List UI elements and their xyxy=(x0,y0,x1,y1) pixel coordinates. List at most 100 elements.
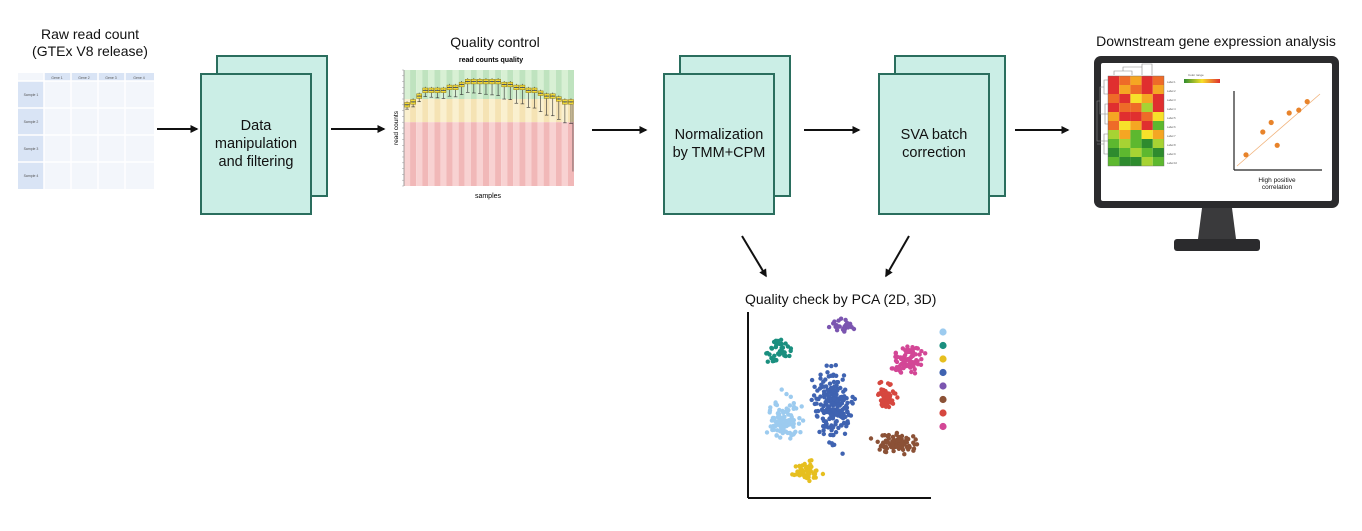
heatmap-cell xyxy=(1152,76,1164,85)
qc-mean-point xyxy=(564,101,566,103)
pca-point xyxy=(838,385,843,391)
heatmap-cell xyxy=(1108,85,1120,94)
qc-chart: read counts quality read counts samples xyxy=(393,57,574,200)
qc-band-cell xyxy=(416,99,423,123)
table-row-header: Sample 1 xyxy=(24,93,39,97)
heatmap-cell xyxy=(1119,103,1131,112)
pca-point xyxy=(828,386,834,391)
pca-point xyxy=(915,362,921,367)
color-range-label: Color range xyxy=(1188,73,1204,77)
heatmap-cell xyxy=(1119,157,1131,166)
qc-band-cell xyxy=(434,70,441,99)
pca-point xyxy=(807,467,813,472)
pca-point xyxy=(843,414,848,419)
pca-point xyxy=(875,439,880,444)
qc-band-cell xyxy=(464,122,471,186)
pca-point xyxy=(831,396,837,402)
qc-band-cell xyxy=(531,99,538,123)
pca-point xyxy=(785,423,790,428)
data-step-line2: manipulation xyxy=(214,136,298,152)
qc-band-cell xyxy=(501,99,508,123)
heatmap-cell xyxy=(1141,157,1153,166)
heatmap-dendrogram xyxy=(1096,63,1153,155)
pca-point xyxy=(836,425,841,431)
pca-point xyxy=(824,363,829,368)
qc-band-cell xyxy=(470,122,477,186)
heatmap-cell xyxy=(1141,76,1153,85)
pca-point xyxy=(818,372,823,377)
pca-point xyxy=(833,430,839,435)
qc-mean-point xyxy=(479,80,481,83)
table-col-header: Gene 1 xyxy=(51,76,63,80)
qc-band-cell xyxy=(567,122,574,186)
pca-point xyxy=(780,408,785,414)
pca-point xyxy=(777,423,782,428)
pca-point xyxy=(911,434,916,439)
qc-band-cell xyxy=(519,99,526,123)
pca-point xyxy=(768,405,773,410)
qc-mean-point xyxy=(503,83,505,86)
pca-point xyxy=(789,422,795,427)
pca-point xyxy=(781,415,786,421)
pca-point xyxy=(789,417,794,423)
heatmap-cell xyxy=(1108,112,1120,121)
arrow-sva-to-pca xyxy=(885,235,910,278)
pca-point xyxy=(811,393,817,398)
pca-point xyxy=(821,418,827,424)
qc-mean-point xyxy=(521,86,524,89)
pca-point xyxy=(881,396,886,401)
pca-point xyxy=(913,437,918,442)
pca-point xyxy=(915,346,920,351)
pca-point xyxy=(821,431,826,437)
pca-point xyxy=(814,413,820,419)
pca-point xyxy=(781,427,786,432)
pca-point xyxy=(770,359,775,364)
heatmap-cell xyxy=(1130,103,1142,112)
pca-point xyxy=(878,390,884,395)
pca-point xyxy=(802,461,807,467)
monitor: Label 1 Label 2 Label 3 Label 4 Label 5 Labe… xyxy=(1094,56,1339,251)
qc-band-cell xyxy=(422,122,429,186)
heatmap-cell xyxy=(1152,121,1164,130)
pca-point xyxy=(793,464,798,469)
qc-mean-point xyxy=(485,80,487,83)
pca-point xyxy=(877,447,882,452)
pca-point xyxy=(894,430,900,436)
pca-point xyxy=(823,400,828,405)
pca-point xyxy=(778,337,784,342)
pca-point xyxy=(906,357,911,363)
heatmap-cell xyxy=(1152,157,1164,166)
qc-band-cell xyxy=(458,99,465,123)
pca-point xyxy=(840,377,845,382)
pca-point xyxy=(826,324,832,330)
pca-point xyxy=(796,421,802,426)
sva-step-line1: SVA batch xyxy=(900,127,968,143)
pca-point xyxy=(845,400,850,406)
pca-point xyxy=(806,471,812,477)
pca-point xyxy=(850,394,855,400)
pca-point xyxy=(904,435,909,441)
pca-point xyxy=(793,429,798,434)
heatmap-cell xyxy=(1141,94,1153,103)
data-step-box xyxy=(200,73,312,215)
pca-point xyxy=(813,475,818,480)
qc-band-cell xyxy=(537,122,544,186)
pca-point xyxy=(899,440,905,446)
pca-point xyxy=(788,436,793,441)
pca-point xyxy=(779,350,785,356)
pca-point xyxy=(885,395,890,400)
table-row-header: Sample 2 xyxy=(24,120,39,124)
pca-point xyxy=(831,432,836,438)
qc-mean-point xyxy=(558,98,560,100)
pca-point xyxy=(821,392,827,397)
pca-point xyxy=(841,389,846,394)
qc-mean-point xyxy=(430,89,433,91)
pca-point xyxy=(842,394,847,399)
table-col-header: Gene 2 xyxy=(78,76,90,80)
pca-point xyxy=(818,394,823,399)
heatmap-cell xyxy=(1141,103,1153,112)
sva-step-line2: correction xyxy=(902,145,966,161)
qc-mean-point xyxy=(570,101,572,103)
qc-mean-point xyxy=(509,83,511,86)
